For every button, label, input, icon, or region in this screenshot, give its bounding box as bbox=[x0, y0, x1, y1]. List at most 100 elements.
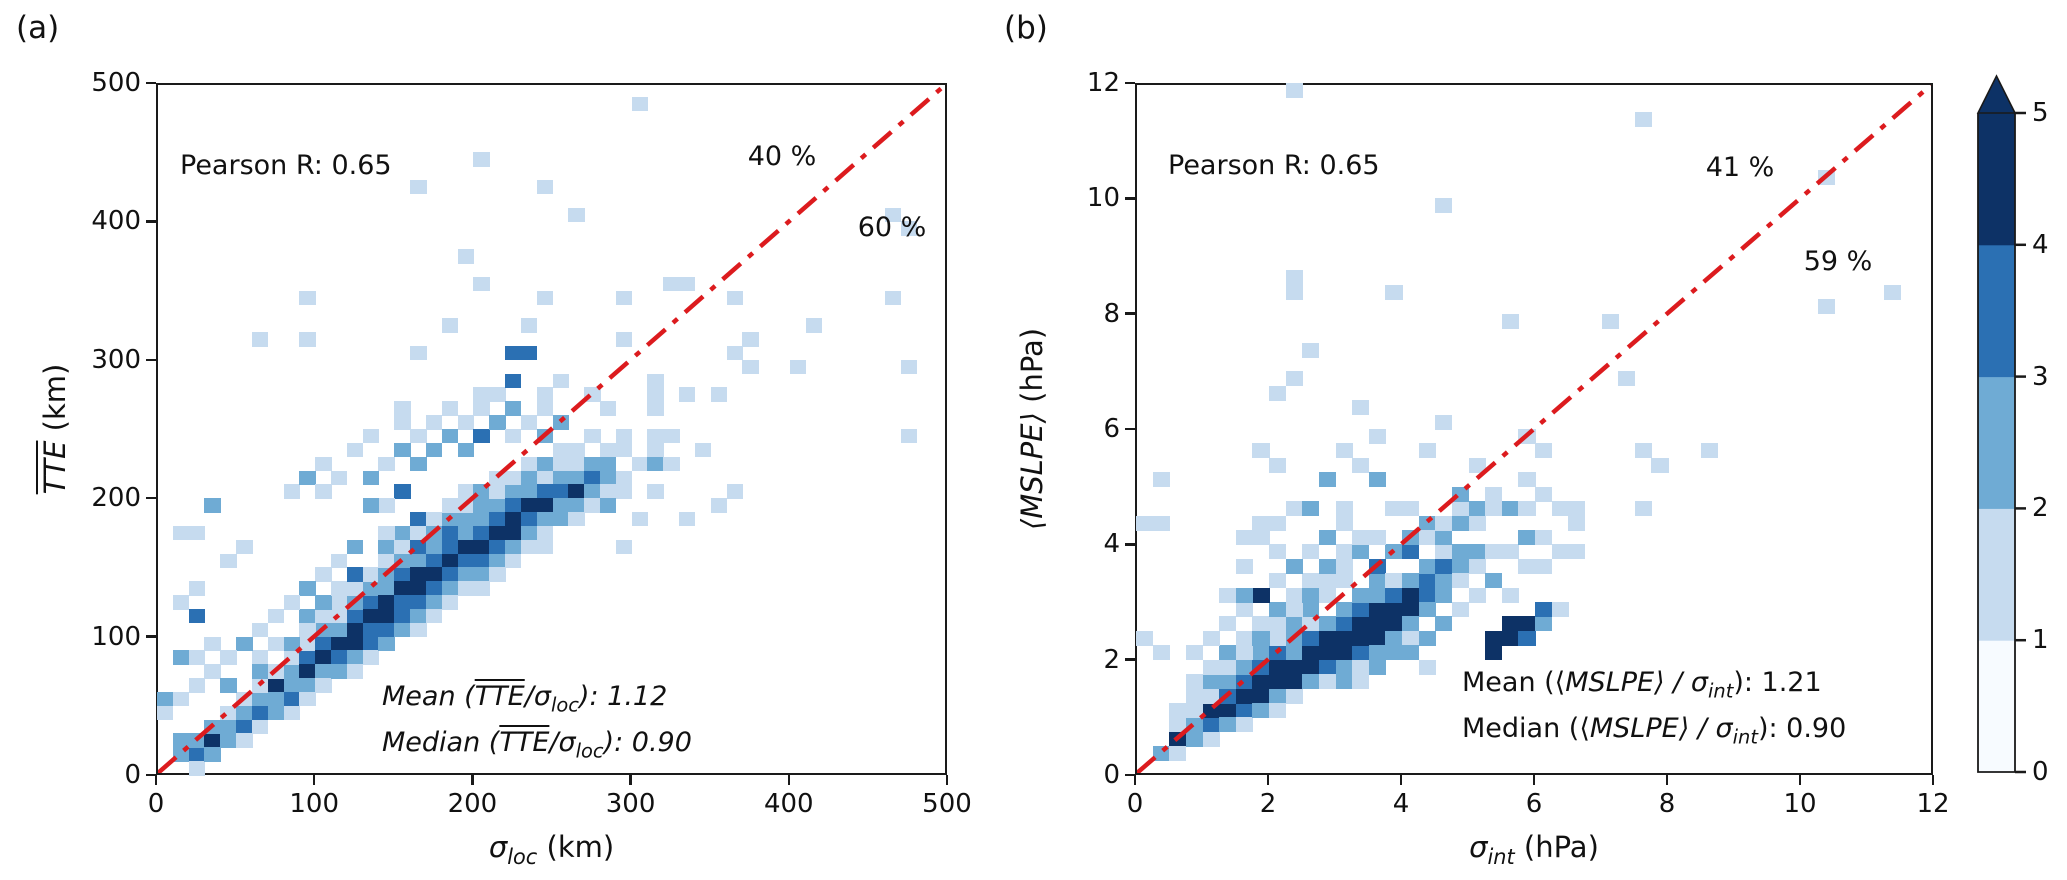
heatmap-cell bbox=[267, 608, 285, 624]
heatmap-cell bbox=[1219, 587, 1237, 603]
panel-b-percent-above-diagonal: 41 % bbox=[1705, 152, 1775, 183]
heatmap-cell bbox=[172, 733, 190, 748]
heatmap-cell bbox=[283, 664, 300, 679]
heatmap-cell bbox=[346, 664, 364, 679]
heatmap-cell bbox=[1468, 558, 1486, 574]
heatmap-cell bbox=[204, 636, 221, 652]
heatmap-cell bbox=[1485, 630, 1503, 646]
heatmap-cell bbox=[599, 484, 617, 499]
heatmap-cell bbox=[441, 525, 459, 541]
heatmap-cell bbox=[520, 345, 538, 361]
heatmap-cell bbox=[536, 512, 554, 527]
heatmap-cell bbox=[425, 539, 443, 555]
heatmap-cell bbox=[394, 567, 411, 582]
heatmap-cell bbox=[283, 678, 300, 693]
heatmap-cell bbox=[251, 622, 269, 638]
heatmap-cell bbox=[267, 691, 285, 707]
heatmap-cell bbox=[457, 484, 474, 499]
y-tick-label: 500 bbox=[91, 68, 141, 98]
heatmap-cell bbox=[1518, 558, 1536, 574]
heatmap-cell bbox=[410, 553, 427, 568]
heatmap-cell bbox=[1318, 630, 1337, 646]
heatmap-cell bbox=[1285, 674, 1303, 690]
heatmap-cell bbox=[315, 650, 332, 665]
heatmap-cell bbox=[505, 401, 522, 416]
heatmap-cell bbox=[1468, 515, 1486, 531]
heatmap-cell bbox=[172, 691, 190, 707]
heatmap-cell bbox=[283, 691, 300, 707]
heatmap-cell bbox=[1335, 558, 1353, 574]
heatmap-cell bbox=[1185, 674, 1204, 690]
heatmap-cell bbox=[1402, 587, 1420, 603]
colorbar-tick-label: 4 bbox=[2032, 229, 2049, 260]
heatmap-cell bbox=[1219, 645, 1237, 661]
heatmap-cell bbox=[552, 512, 569, 527]
heatmap-cell bbox=[188, 525, 206, 541]
heatmap-cell bbox=[1318, 587, 1337, 603]
heatmap-cell bbox=[1418, 659, 1436, 675]
y-tick-mark bbox=[146, 635, 156, 638]
heatmap-cell bbox=[1219, 659, 1237, 675]
panel-b-stats: Mean (⟨MSLPE⟩ / σint): 1.21 Median (⟨MSL… bbox=[1462, 664, 1846, 757]
heatmap-cell bbox=[1335, 501, 1353, 517]
panel-b-letter: (b) bbox=[1004, 10, 1048, 46]
heatmap-cell bbox=[362, 498, 380, 513]
x-tick-mark bbox=[1399, 775, 1403, 785]
heatmap-cell bbox=[457, 581, 474, 596]
heatmap-cell bbox=[1817, 299, 1835, 315]
heatmap-cell bbox=[425, 595, 443, 610]
heatmap-cell bbox=[615, 539, 633, 555]
heatmap-cell bbox=[1435, 573, 1453, 589]
heatmap-cell bbox=[1335, 616, 1353, 632]
heatmap-cell bbox=[172, 650, 190, 665]
heatmap-cell bbox=[1451, 515, 1470, 531]
heatmap-cell bbox=[536, 387, 554, 402]
heatmap-cell bbox=[1535, 558, 1553, 574]
heatmap-cell bbox=[473, 512, 490, 527]
heatmap-cell bbox=[568, 442, 585, 458]
heatmap-cell bbox=[1202, 688, 1220, 704]
heatmap-cell bbox=[1219, 616, 1237, 632]
heatmap-cell bbox=[536, 456, 554, 472]
heatmap-cell bbox=[473, 401, 490, 416]
heatmap-cell bbox=[1568, 544, 1586, 560]
heatmap-cell bbox=[1568, 515, 1586, 531]
heatmap-cell bbox=[457, 249, 474, 264]
heatmap-cell bbox=[1318, 573, 1337, 589]
heatmap-cell bbox=[1269, 385, 1287, 401]
x-tick-mark bbox=[945, 775, 949, 785]
heatmap-cell bbox=[568, 207, 585, 222]
heatmap-cell bbox=[1634, 501, 1652, 517]
heatmap-cell bbox=[584, 456, 601, 472]
heatmap-cell bbox=[410, 622, 427, 638]
heatmap-cell bbox=[1252, 630, 1270, 646]
heatmap-cell bbox=[726, 484, 743, 499]
heatmap-cell bbox=[1285, 616, 1303, 632]
x-tick-label: 10 bbox=[1783, 789, 1817, 819]
heatmap-cell bbox=[1451, 544, 1470, 560]
heatmap-cell bbox=[394, 442, 411, 458]
x-tick-mark bbox=[1798, 775, 1802, 785]
heatmap-cell bbox=[552, 484, 569, 499]
heatmap-cell bbox=[299, 332, 316, 347]
heatmap-cell bbox=[1202, 659, 1220, 675]
heatmap-cell bbox=[520, 470, 538, 485]
heatmap-cell bbox=[1535, 486, 1553, 502]
heatmap-cell bbox=[1701, 443, 1719, 459]
heatmap-cell bbox=[1335, 674, 1353, 690]
heatmap-cell bbox=[315, 636, 332, 652]
heatmap-cell bbox=[1435, 529, 1453, 545]
heatmap-cell bbox=[1535, 616, 1553, 632]
heatmap-cell bbox=[346, 636, 364, 652]
heatmap-cell bbox=[568, 470, 585, 485]
heatmap-cell bbox=[1185, 688, 1204, 704]
heatmap-cell bbox=[1335, 630, 1353, 646]
heatmap-cell bbox=[536, 525, 554, 541]
heatmap-cell bbox=[362, 429, 380, 444]
panel-b-pearson-text: Pearson R: 0.65 bbox=[1168, 150, 1380, 181]
heatmap-cell bbox=[536, 470, 554, 485]
y-tick-label: 2 bbox=[1103, 644, 1120, 675]
heatmap-cell bbox=[1518, 630, 1536, 646]
heatmap-cell bbox=[1352, 674, 1370, 690]
y-tick-mark bbox=[1125, 773, 1135, 777]
